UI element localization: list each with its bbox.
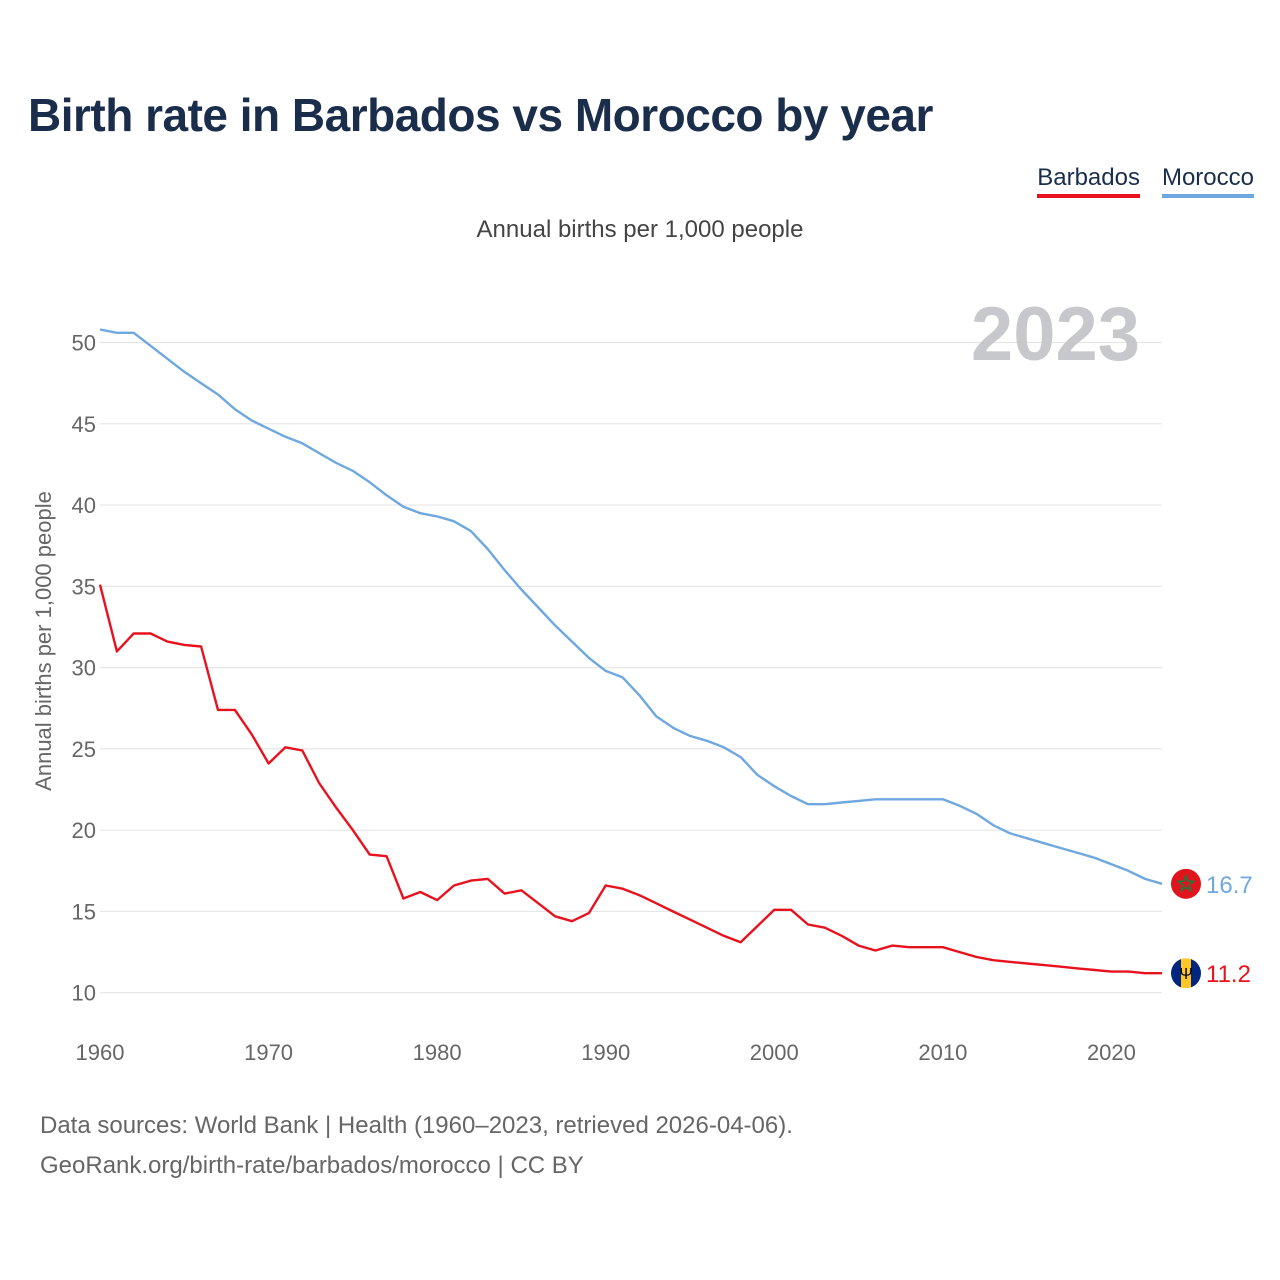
x-tick-label: 1980 (413, 1040, 462, 1065)
y-tick-label: 45 (72, 412, 96, 437)
y-tick-label: 30 (72, 656, 96, 681)
x-tick-label: 1970 (244, 1040, 293, 1065)
series-line-morocco (99, 328, 1163, 885)
end-value-label-morocco: 16.7 (1206, 872, 1253, 899)
x-tick-label: 2000 (750, 1040, 799, 1065)
line-chart: 10 15 20 25 30 35 40 45 50 1960 1970 1980 1990 2000 20… (31, 292, 1253, 1065)
y-tick-label: 35 (72, 574, 96, 599)
y-tick-label: 15 (72, 899, 96, 924)
legend-item-morocco[interactable]: Morocco (1161, 164, 1254, 198)
x-tick-label: 1990 (581, 1040, 630, 1065)
barbados-flag-stripe (1191, 958, 1201, 989)
footer: Data sources: World Bank | Health (1960–… (40, 1106, 793, 1186)
legend-item-barbados[interactable]: Barbados (1037, 164, 1140, 198)
data-sources-text: Data sources: World Bank | Health (1960–… (40, 1112, 793, 1139)
x-tick-label: 2010 (918, 1040, 967, 1065)
y-axis-label: Annual births per 1,000 people (31, 491, 56, 791)
barbados-flag-trident: Ψ (1179, 966, 1192, 983)
x-tick-label: 2020 (1087, 1040, 1136, 1065)
y-tick-label: 20 (72, 818, 96, 843)
series-line-barbados (98, 584, 1162, 975)
year-watermark: 2023 (971, 292, 1140, 377)
x-tick-label: 1960 (76, 1040, 125, 1065)
y-tick-label: 10 (72, 981, 96, 1006)
morocco-flag-icon (1171, 868, 1201, 899)
y-tick-label: 25 (72, 737, 96, 762)
chart-subtitle: Annual births per 1,000 people (476, 216, 804, 243)
y-tick-label: 50 (72, 331, 96, 356)
barbados-flag-stripe (1171, 958, 1181, 989)
end-value-label-barbados: 11.2 (1206, 961, 1251, 988)
y-tick-label: 40 (72, 493, 96, 518)
barbados-flag-stripe (1181, 958, 1191, 989)
morocco-flag-star (1176, 873, 1196, 893)
legend: Barbados Morocco (1037, 164, 1254, 198)
barbados-flag-icon: Ψ (1171, 958, 1201, 989)
chart-title: Birth rate in Barbados vs Morocco by yea… (28, 89, 933, 141)
attribution-text: GeoRank.org/birth-rate/barbados/morocco … (40, 1152, 584, 1179)
